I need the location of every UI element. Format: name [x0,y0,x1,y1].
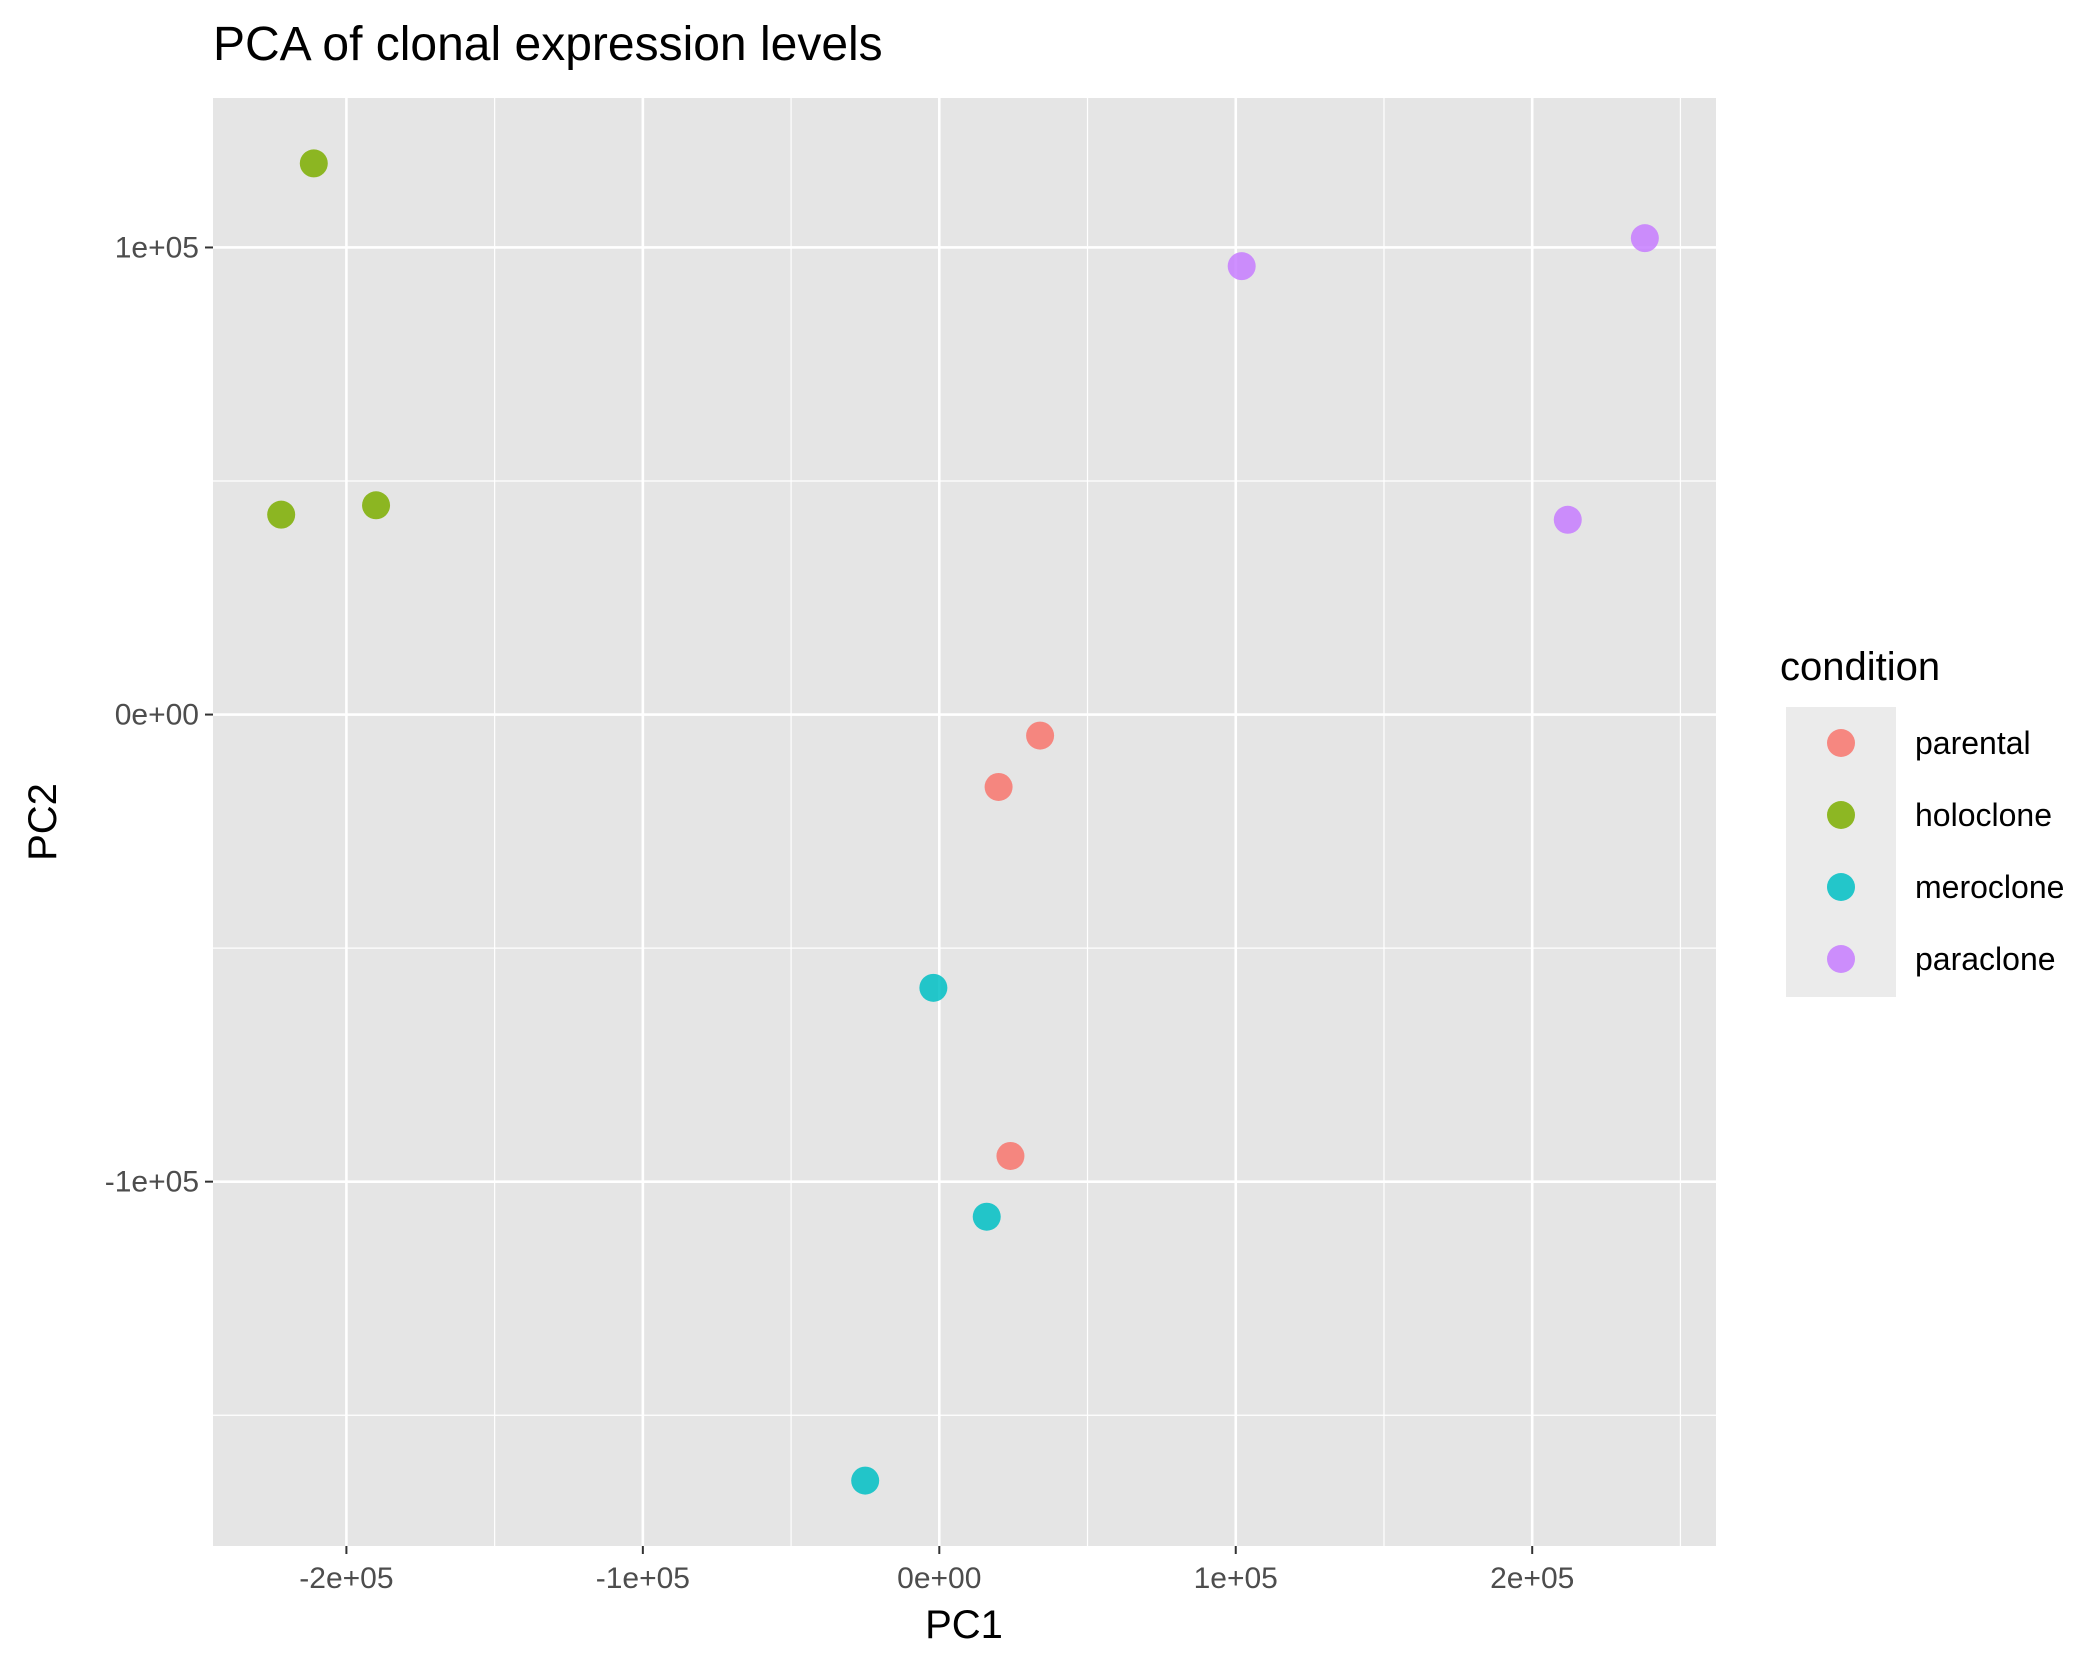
y-axis-ticks: -1e+05 0e+00 1e+05 [105,231,213,1199]
legend-label-holoclone: holoclone [1915,797,2052,833]
data-point-paraclone [1553,505,1582,534]
data-point-paraclone [1630,224,1659,253]
legend-title: condition [1780,645,1940,689]
legend-label-parental: parental [1915,725,2031,761]
y-axis-title: PC2 [21,783,65,861]
y-tick-label: -1e+05 [105,1166,199,1199]
data-point-holoclone [299,149,328,178]
x-tick-label: 2e+05 [1490,1562,1574,1595]
data-point-meroclone [919,973,948,1002]
legend-key-paraclone [1827,945,1855,973]
data-point-holoclone [362,491,391,520]
x-axis-title: PC1 [925,1603,1003,1647]
data-point-meroclone [851,1466,880,1495]
data-point-parental [1026,721,1055,750]
x-tick-label: 0e+00 [897,1562,981,1595]
legend: condition parental holoclone meroclone para… [1780,645,2064,997]
x-tick-label: -1e+05 [596,1562,690,1595]
data-points [267,149,1659,1495]
chart-title: PCA of clonal expression levels [213,18,883,71]
data-point-parental [984,772,1013,801]
data-point-holoclone [267,500,296,529]
x-axis-ticks: -2e+05 -1e+05 0e+00 1e+05 2e+05 [299,1546,1574,1595]
legend-key-holoclone [1827,801,1855,829]
major-gridlines [213,98,1716,1546]
data-point-parental [996,1141,1025,1170]
data-point-meroclone [972,1202,1001,1231]
plot-panel [213,98,1716,1546]
y-tick-label: 1e+05 [115,231,199,264]
x-tick-label: 1e+05 [1194,1562,1278,1595]
y-tick-label: 0e+00 [115,699,199,732]
legend-items: parental holoclone meroclone paraclone [1827,725,2064,977]
legend-label-meroclone: meroclone [1915,869,2064,905]
legend-label-paraclone: paraclone [1915,941,2056,977]
legend-key-parental [1827,729,1855,757]
x-tick-label: -2e+05 [299,1562,393,1595]
minor-gridlines [213,98,1716,1546]
legend-key-meroclone [1827,873,1855,901]
data-point-paraclone [1227,252,1256,281]
